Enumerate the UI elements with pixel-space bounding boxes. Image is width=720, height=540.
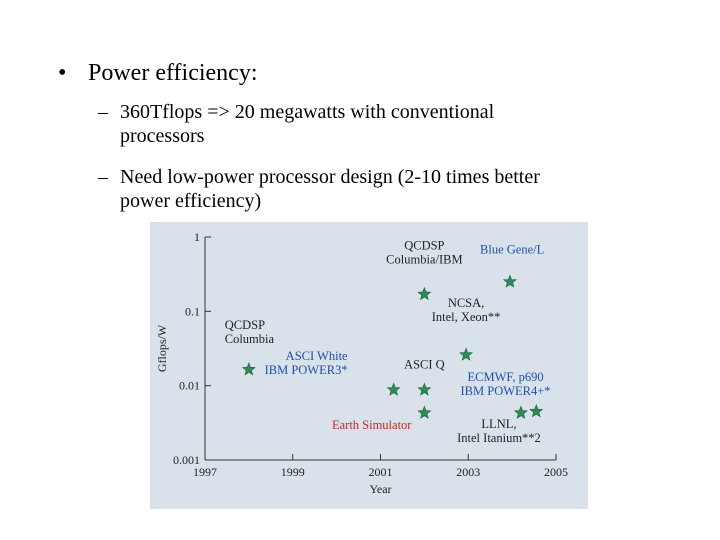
y-axis-label: Gflops/W [155, 324, 169, 372]
annotation-line: Intel, Xeon** [432, 310, 501, 324]
sub-bullet-1-line-1: 360Tflops => 20 megawatts with conventio… [120, 101, 495, 123]
x-axis-label: Year [369, 482, 391, 496]
data-point-star [417, 382, 432, 396]
x-tick-label: 2005 [544, 465, 568, 479]
x-tick-label: 1997 [193, 465, 217, 479]
y-tick-label: 0.001 [173, 453, 200, 467]
annotation-line: Blue Gene/L [480, 242, 544, 256]
bullet-dot-icon: • [58, 60, 67, 86]
data-point-star [529, 404, 544, 418]
annotation-label: ASCI White IBM POWER3* [265, 349, 348, 377]
annotation-line: Columbia/IBM [386, 252, 462, 266]
annotation-line: Columbia [225, 332, 275, 346]
annotation-line: NCSA, [448, 296, 484, 310]
x-tick-label: 2001 [369, 465, 393, 479]
annotation-label: LLNL, Intel Itanium**2 [457, 417, 541, 445]
annotation-label: QCDSP Columbia/IBM [386, 238, 462, 266]
dash-icon: – [98, 166, 108, 188]
annotation-line: ECMWF, p690 [467, 370, 543, 384]
data-point-star [417, 405, 432, 419]
annotation-line: Intel Itanium**2 [457, 431, 541, 445]
annotation-label: NCSA, Intel, Xeon** [432, 296, 501, 324]
annotation-label: Blue Gene/L [480, 242, 544, 256]
annotation-line: QCDSP [404, 238, 444, 252]
data-point-star [417, 286, 432, 301]
y-tick-label: 0.1 [185, 304, 200, 318]
sub-bullet-2-line-1: Need low-power processor design (2-10 ti… [120, 166, 540, 188]
y-tick-label: 0.01 [179, 379, 200, 393]
annotation-line: LLNL, [481, 417, 516, 431]
annotation-label: ASCI Q [404, 358, 445, 372]
data-point-star [513, 405, 528, 419]
annotation-line: ASCI Q [404, 358, 445, 372]
sub-bullet-2: – Need low-power processor design (2-10 … [98, 165, 640, 213]
annotation-line: IBM POWER4+* [461, 384, 551, 398]
annotation-line: ASCI White [286, 349, 348, 363]
sub-bullet-1: – 360Tflops => 20 megawatts with convent… [98, 100, 600, 148]
bullet-level1: • Power efficiency: [58, 60, 258, 87]
data-point-star [241, 362, 256, 376]
annotation-label: ECMWF, p690 IBM POWER4+* [461, 370, 551, 398]
annotation-line: Earth Simulator [332, 418, 412, 432]
x-tick-label: 2003 [456, 465, 480, 479]
bullet-text: Power efficiency: [88, 60, 258, 86]
annotation-line: IBM POWER3* [265, 363, 348, 377]
data-point-star [386, 382, 401, 396]
chart-panel: 1 0.1 0.01 0.001 1997 1999 2001 2003 2005 Year Gfl… [150, 222, 588, 509]
sub-bullet-2-line-2: power efficiency) [120, 190, 262, 212]
annotation-label: Earth Simulator [332, 418, 412, 432]
annotation-line: QCDSP [225, 318, 265, 332]
sub-bullet-1-line-2: processors [120, 125, 205, 147]
x-tick-label: 1999 [281, 465, 305, 479]
y-tick-label: 1 [194, 230, 200, 244]
data-point-star [502, 274, 517, 288]
data-point-star [459, 347, 473, 361]
dash-icon: – [98, 101, 108, 123]
annotation-label: QCDSP Columbia [225, 318, 275, 346]
